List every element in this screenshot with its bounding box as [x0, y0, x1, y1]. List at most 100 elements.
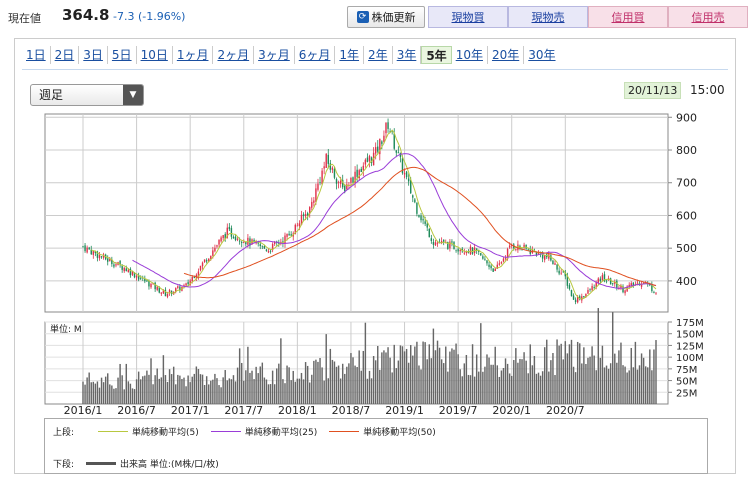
price-tick-label: 600: [676, 209, 697, 222]
period-tab-14[interactable]: 20年: [488, 46, 525, 64]
period-tab-3[interactable]: 5日: [108, 46, 137, 64]
volume-bar: [278, 363, 280, 404]
candle-body: [100, 256, 103, 258]
candle-body: [119, 260, 121, 265]
candle-body: [352, 177, 354, 183]
volume-bar: [583, 347, 585, 404]
candle-body: [224, 234, 226, 239]
x-tick-label: 2019/1: [385, 404, 424, 417]
cash-sell-button[interactable]: 現物売: [508, 6, 588, 28]
volume-bar: [496, 365, 499, 404]
price-tick-label: 800: [676, 144, 697, 157]
candle-body: [175, 288, 177, 292]
candle-body: [160, 292, 163, 294]
volume-bar: [348, 363, 350, 404]
period-tab-13[interactable]: 10年: [452, 46, 488, 64]
refresh-price-button[interactable]: ⟳ 株価更新: [347, 6, 425, 28]
interval-select[interactable]: 週足 ▼: [30, 84, 144, 106]
candle-body: [290, 234, 292, 236]
period-tab-0[interactable]: 1日: [22, 46, 51, 64]
volume-unit-label: 単位: M: [50, 323, 82, 335]
candle-body: [558, 270, 560, 274]
candle-body: [508, 245, 511, 248]
candle-body: [271, 244, 274, 251]
volume-bar: [655, 340, 657, 404]
candle-body: [265, 249, 268, 252]
candle-body: [323, 166, 325, 169]
volume-bar: [595, 370, 597, 404]
volume-bar: [523, 352, 525, 404]
period-tab-11[interactable]: 3年: [393, 46, 422, 64]
volume-bar: [626, 372, 628, 404]
volume-bar: [313, 360, 315, 404]
candle-body: [442, 239, 445, 242]
period-tab-9[interactable]: 1年: [335, 46, 365, 64]
volume-bar: [154, 375, 156, 404]
volume-bar: [616, 362, 618, 404]
volume-bar: [255, 366, 257, 404]
period-tab-7[interactable]: 3ヶ月: [254, 46, 295, 64]
volume-bar: [422, 341, 424, 404]
volume-bar: [504, 358, 507, 404]
period-tab-12[interactable]: 5年: [421, 46, 452, 64]
period-tab-6[interactable]: 2ヶ月: [213, 46, 255, 64]
candle-body: [366, 157, 369, 162]
candle-body: [599, 278, 602, 282]
candle-body: [86, 247, 88, 253]
candle-body: [284, 235, 286, 244]
volume-bar: [172, 366, 175, 404]
candle-body: [179, 286, 181, 291]
volume-bar: [137, 371, 140, 404]
volume-bar: [82, 381, 84, 404]
margin-buy-button[interactable]: 信用買: [588, 6, 668, 28]
volume-bar: [614, 353, 616, 404]
cash-buy-button[interactable]: 現物買: [428, 6, 508, 28]
candle-body: [137, 275, 140, 280]
volume-bar: [372, 356, 375, 404]
volume-tick-label: 175M: [676, 318, 704, 329]
margin-sell-button[interactable]: 信用売: [668, 6, 748, 28]
price-tick-label: 700: [676, 177, 697, 190]
ma25-line: [132, 153, 657, 289]
volume-bar: [210, 380, 212, 404]
candle-body: [337, 182, 340, 183]
candle-body: [127, 269, 130, 273]
candle-body: [335, 179, 338, 184]
candle-body: [286, 233, 288, 237]
volume-bar: [327, 378, 329, 404]
volume-bar: [548, 371, 550, 404]
period-tab-10[interactable]: 2年: [364, 46, 393, 64]
volume-bar: [261, 362, 264, 404]
volume-bar: [201, 374, 204, 404]
candle-body: [150, 283, 152, 288]
volume-bar: [416, 341, 418, 404]
current-price: 364.8: [62, 6, 110, 24]
period-tab-5[interactable]: 1ヶ月: [173, 46, 214, 64]
candle-body: [238, 240, 241, 242]
volume-bar: [364, 322, 367, 404]
volume-bar: [494, 346, 496, 404]
volume-bar: [412, 355, 414, 404]
candle-body: [440, 241, 443, 244]
period-tab-2[interactable]: 3日: [79, 46, 108, 64]
volume-bar: [183, 377, 185, 404]
period-tabs: 1日 2日 3日 5日 10日 1ヶ月 2ヶ月 3ヶ月 6ヶ月 1年 2年 3年 5年 10年 20年 30年: [22, 44, 728, 66]
volume-bar: [432, 328, 435, 404]
candle-body: [267, 251, 270, 253]
period-tab-1[interactable]: 2日: [51, 46, 80, 64]
volume-bar: [521, 359, 523, 404]
period-tab-8[interactable]: 6ヶ月: [295, 46, 336, 64]
volume-bar: [560, 343, 562, 404]
candle-body: [302, 214, 305, 216]
candle-body: [319, 182, 321, 184]
candle-body: [492, 268, 494, 272]
candle-body: [541, 253, 544, 259]
period-tab-15[interactable]: 30年: [528, 48, 556, 62]
volume-bar: [236, 367, 239, 404]
period-tab-4[interactable]: 10日: [137, 46, 173, 64]
volume-bar: [449, 351, 451, 404]
volume-bar: [471, 344, 474, 404]
volume-bar: [290, 380, 292, 404]
volume-bar: [144, 375, 146, 404]
volume-bar: [492, 364, 494, 404]
